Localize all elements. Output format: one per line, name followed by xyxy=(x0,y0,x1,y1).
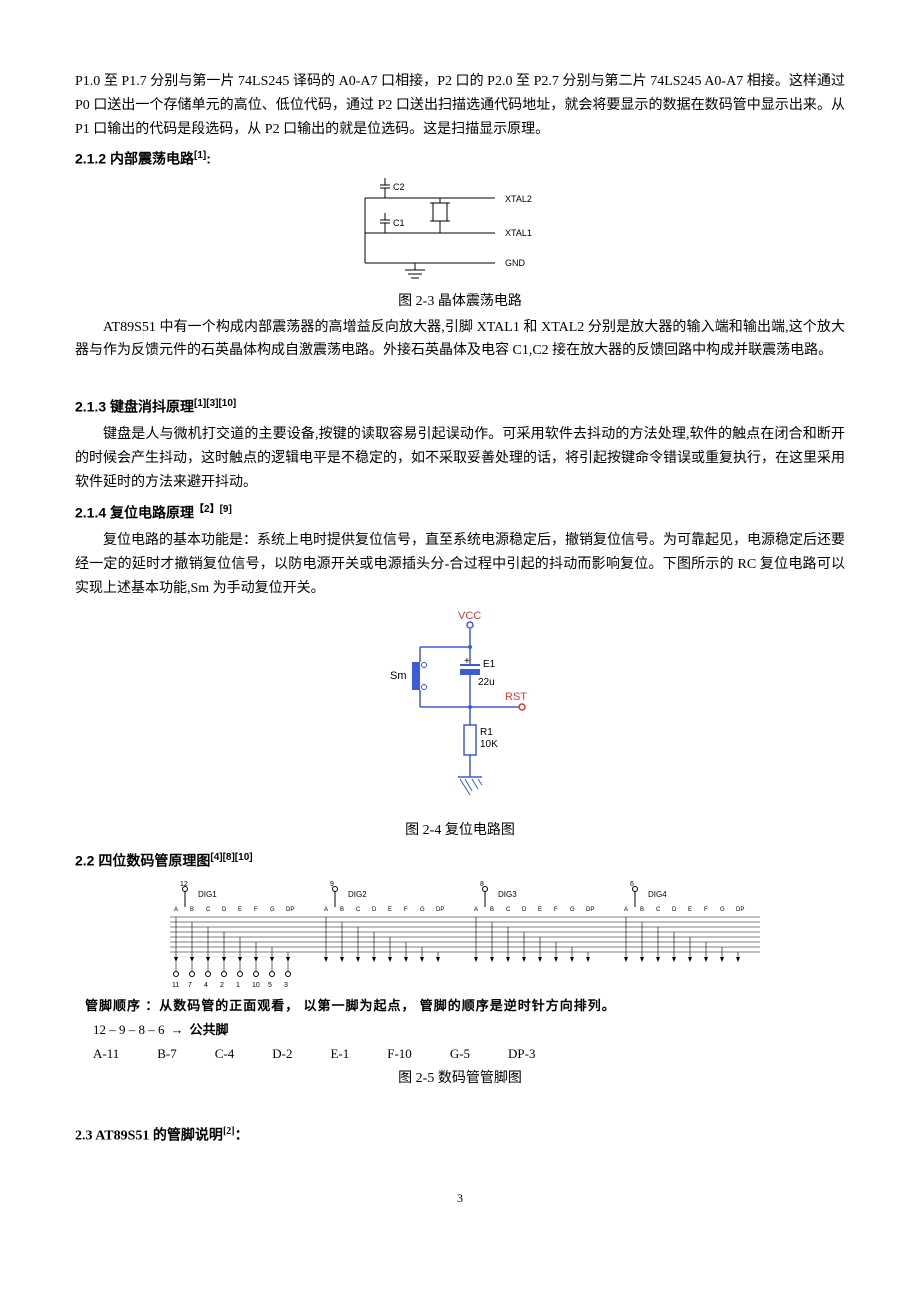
svg-text:B: B xyxy=(190,907,194,913)
label-22u: 22u xyxy=(478,677,495,688)
svg-text:E: E xyxy=(688,907,692,913)
svg-text:E: E xyxy=(538,907,542,913)
svg-text:E: E xyxy=(238,907,242,913)
segment-pin-DP-3: DP-3 xyxy=(508,1043,535,1065)
figure-2-4-reset-circuit: VCC Sm E1 + 22u RST R1 10K xyxy=(75,607,845,817)
heading-2-3: 2.3 AT89S51 的管脚说明[2]： xyxy=(75,1123,845,1148)
heading-2-1-4: 2.1.4 复位电路原理【2】[9] xyxy=(75,501,845,525)
label-xtal1: XTAL1 xyxy=(505,228,532,238)
svg-text:F: F xyxy=(704,907,708,913)
figure-2-4-caption: 图 2-4 复位电路图 xyxy=(75,819,845,843)
common-pins: 12 – 9 – 8 – 6→公共脚 xyxy=(93,1019,845,1041)
svg-text:5: 5 xyxy=(268,982,272,989)
pin-order-text: 管脚顺序 ：从数码管的正面观看， 以第一脚为起点， 管脚的顺序是逆时针方向排列。 xyxy=(85,995,845,1017)
segment-pin-G-5: G-5 xyxy=(450,1043,470,1065)
svg-text:D: D xyxy=(372,907,377,913)
heading-2-1-4-ref: 【2】[9] xyxy=(194,504,232,515)
heading-2-2: 2.2 四位数码管原理图[4][8][10] xyxy=(75,849,845,873)
svg-text:D: D xyxy=(522,907,527,913)
paragraph-debounce: 键盘是人与微机打交道的主要设备,按键的读取容易引起误动作。可采用软件去抖动的方法… xyxy=(75,423,845,494)
svg-text:F: F xyxy=(254,907,258,913)
heading-2-1-3-ref: [1][3][10] xyxy=(194,398,236,409)
heading-2-1-2: 2.1.2 内部震荡电路[1]: xyxy=(75,147,845,171)
segment-pins: A-11 B-7 C-4 D-2 E-1 F-10 G-5 DP-3 xyxy=(93,1043,845,1065)
svg-text:C: C xyxy=(356,907,361,913)
svg-text:A: A xyxy=(624,907,628,913)
svg-text:A: A xyxy=(174,907,178,913)
label-sm: Sm xyxy=(390,670,407,682)
svg-text:7: 7 xyxy=(188,982,192,989)
svg-text:G: G xyxy=(420,907,425,913)
svg-text:9: 9 xyxy=(330,881,334,888)
svg-text:10: 10 xyxy=(252,982,260,989)
svg-text:E: E xyxy=(388,907,392,913)
label-r1: R1 xyxy=(480,727,493,738)
svg-text:4: 4 xyxy=(204,982,208,989)
figure-2-3-caption: 图 2-3 晶体震荡电路 xyxy=(75,290,845,314)
svg-text:+: + xyxy=(464,656,470,667)
svg-text:A: A xyxy=(324,907,328,913)
label-xtal2: XTAL2 xyxy=(505,194,532,204)
heading-2-2-ref: [4][8][10] xyxy=(210,852,252,863)
svg-text:3: 3 xyxy=(284,982,288,989)
svg-text:B: B xyxy=(340,907,344,913)
svg-text:12: 12 xyxy=(180,881,188,888)
svg-text:DIG4: DIG4 xyxy=(648,890,667,899)
svg-text:DIG2: DIG2 xyxy=(348,890,367,899)
segment-pin-A-11: A-11 xyxy=(93,1043,119,1065)
label-c2: C2 xyxy=(393,182,405,192)
svg-text:G: G xyxy=(720,907,725,913)
paragraph-oscillator: AT89S51 中有一个构成内部震荡器的高增益反向放大器,引脚 XTAL1 和 … xyxy=(75,316,845,364)
label-c1: C1 xyxy=(393,218,405,228)
svg-text:8: 8 xyxy=(480,881,484,888)
svg-text:G: G xyxy=(570,907,575,913)
heading-2-2-text: 2.2 四位数码管原理图 xyxy=(75,852,210,868)
heading-2-3-ref: [2] xyxy=(223,1126,235,1137)
heading-2-1-3: 2.1.3 键盘消抖原理[1][3][10] xyxy=(75,395,845,419)
svg-text:C: C xyxy=(506,907,511,913)
heading-2-1-2-ref: [1] xyxy=(194,150,206,161)
svg-text:G: G xyxy=(270,907,275,913)
arrow-icon: → xyxy=(171,1019,184,1041)
segment-pin-D-2: D-2 xyxy=(272,1043,292,1065)
segment-pin-E-1: E-1 xyxy=(330,1043,349,1065)
figure-2-5-digit-tube: 12DIG1ABCDEFGDP9DIG2ABCDEFGDP8DIG3ABCDEF… xyxy=(75,879,845,989)
heading-2-3-text: 2.3 AT89S51 的管脚说明 xyxy=(75,1129,223,1144)
svg-text:F: F xyxy=(554,907,558,913)
svg-text:D: D xyxy=(672,907,677,913)
svg-text:B: B xyxy=(640,907,644,913)
label-rst: RST xyxy=(505,691,527,703)
svg-text:2: 2 xyxy=(220,982,224,989)
svg-text:F: F xyxy=(404,907,408,913)
svg-text:DP: DP xyxy=(286,907,294,913)
paragraph-reset: 复位电路的基本功能是：系统上电时提供复位信号，直至系统电源稳定后，撤销复位信号。… xyxy=(75,529,845,600)
figure-2-5-caption: 图 2-5 数码管管脚图 xyxy=(75,1067,845,1091)
svg-text:1: 1 xyxy=(236,982,240,989)
svg-text:DP: DP xyxy=(736,907,744,913)
svg-text:A: A xyxy=(474,907,478,913)
svg-text:C: C xyxy=(206,907,211,913)
svg-text:11: 11 xyxy=(172,982,179,989)
label-vcc: VCC xyxy=(458,610,481,622)
svg-text:DIG1: DIG1 xyxy=(198,890,217,899)
segment-pin-B-7: B-7 xyxy=(157,1043,177,1065)
paragraph-scan-display: P1.0 至 P1.7 分别与第一片 74LS245 译码的 A0-A7 口相接… xyxy=(75,70,845,141)
page-number: 3 xyxy=(75,1188,845,1208)
label-10k: 10K xyxy=(480,739,498,750)
svg-text:DP: DP xyxy=(436,907,444,913)
svg-text:B: B xyxy=(490,907,494,913)
label-e1: E1 xyxy=(483,659,496,670)
svg-text:6: 6 xyxy=(630,881,634,888)
heading-2-1-2-text: 2.1.2 内部震荡电路 xyxy=(75,151,194,167)
svg-text:DP: DP xyxy=(586,907,594,913)
svg-text:DIG3: DIG3 xyxy=(498,890,517,899)
label-gnd: GND xyxy=(505,258,526,268)
segment-pin-C-4: C-4 xyxy=(215,1043,235,1065)
figure-2-3-oscillator-circuit: C2 C1 XTAL2 XTAL1 GND xyxy=(75,178,845,288)
heading-2-1-3-text: 2.1.3 键盘消抖原理 xyxy=(75,399,194,415)
heading-2-1-4-text: 2.1.4 复位电路原理 xyxy=(75,505,194,521)
segment-pin-F-10: F-10 xyxy=(387,1043,412,1065)
svg-text:C: C xyxy=(656,907,661,913)
svg-text:D: D xyxy=(222,907,227,913)
